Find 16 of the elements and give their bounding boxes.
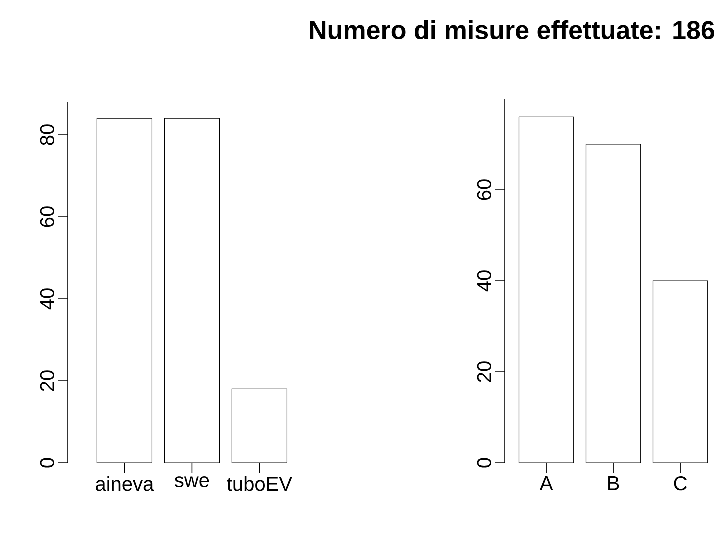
- y-tick-label: 0: [477, 458, 492, 468]
- x-tick-label: A: [540, 476, 554, 490]
- x-tick-label: swe: [174, 476, 210, 488]
- x-tick-label: B: [608, 476, 620, 490]
- y-tick-label: 0: [40, 458, 54, 468]
- y-tick-label: 60: [477, 180, 492, 200]
- y-tick-label: 80: [40, 124, 54, 146]
- y-tick-label: 20: [40, 370, 54, 392]
- x-tick-label: tuboEV: [227, 476, 292, 492]
- x-tick-label: aineva: [96, 476, 154, 492]
- y-tick-label: 60: [40, 206, 54, 228]
- y-tick-label: 40: [40, 288, 54, 310]
- chart-title: Numero di misure effettuate: 186: [310, 20, 714, 40]
- y-tick-label: 20: [477, 362, 492, 382]
- y-tick-label: 40: [477, 270, 492, 292]
- x-tick-label: C: [674, 476, 687, 491]
